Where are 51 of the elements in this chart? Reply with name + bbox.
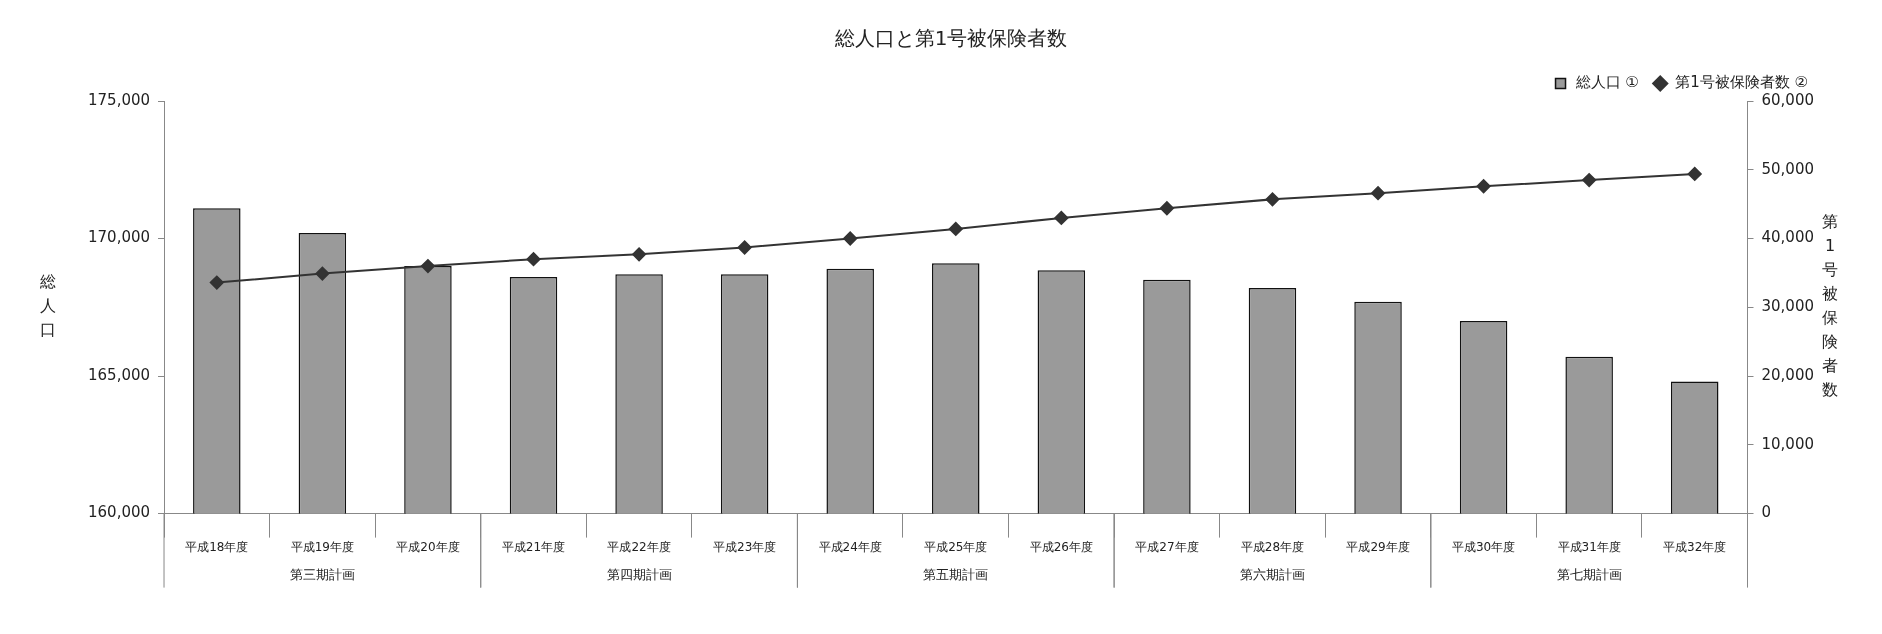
x-tick-label: 平成22年度 — [607, 539, 671, 554]
y-tick-label: 160,000 — [88, 503, 151, 522]
point — [526, 252, 541, 267]
y2-tick-label: 20,000 — [1761, 365, 1815, 384]
legend-label: 第1号被保険者数 ② — [1675, 73, 1809, 92]
x-tick-label: 平成21年度 — [501, 539, 566, 554]
point — [843, 231, 858, 246]
y2-tick-label: 50,000 — [1761, 159, 1815, 178]
text: 第四期計画 — [606, 566, 672, 582]
x-tick-label: 平成19年度 — [290, 539, 355, 554]
x-tick-label: 平成31年度 — [1557, 539, 1621, 554]
y-tick-label: 175,000 — [88, 90, 151, 109]
x-tick-label: 平成24年度 — [818, 539, 882, 554]
point — [1159, 201, 1174, 216]
x-tick-label: 平成28年度 — [1240, 539, 1305, 554]
point — [1054, 210, 1069, 225]
x-tick-label: 平成27年度 — [1135, 539, 1199, 554]
y-tick-label: 170,000 — [88, 228, 151, 247]
point — [1476, 179, 1491, 194]
x-tick-label: 平成26年度 — [1029, 539, 1093, 554]
y2-tick-label: 40,000 — [1761, 228, 1815, 247]
text: 第六期計画 — [1239, 566, 1305, 582]
x-tick-label: 平成23年度 — [713, 539, 777, 554]
point — [1371, 186, 1386, 201]
point — [737, 240, 752, 255]
legend-label: 総人口 ① — [1574, 73, 1639, 92]
point — [1687, 166, 1702, 181]
y2-tick-label: 0 — [1761, 503, 1772, 522]
point — [315, 266, 330, 281]
point — [1265, 192, 1280, 207]
point — [420, 259, 435, 274]
x-tick-label: 平成29年度 — [1346, 539, 1410, 554]
point — [632, 247, 647, 262]
y2-tick-label: 30,000 — [1761, 297, 1815, 316]
text: 第三期計画 — [289, 566, 355, 582]
point — [1582, 173, 1597, 188]
x-tick-label: 平成18年度 — [185, 539, 249, 554]
x-tick-label: 平成20年度 — [396, 539, 460, 554]
point — [948, 221, 963, 236]
point — [209, 275, 224, 290]
y2-tick-label: 60,000 — [1761, 90, 1815, 109]
x-tick-label: 平成32年度 — [1663, 539, 1727, 554]
x-tick-label: 平成30年度 — [1451, 539, 1516, 554]
y2-tick-label: 10,000 — [1761, 434, 1815, 453]
chart-title: 総人口と第1号被保険者数 — [833, 26, 1068, 51]
y2-axis-title: 第1号被保険者数 — [1822, 212, 1838, 400]
text: 第七期計画 — [1556, 566, 1622, 582]
text: 第五期計画 — [923, 566, 989, 582]
y-axis-title: 総人口 — [39, 272, 56, 340]
y-tick-label: 165,000 — [88, 365, 151, 384]
x-tick-label: 平成25年度 — [924, 539, 988, 554]
